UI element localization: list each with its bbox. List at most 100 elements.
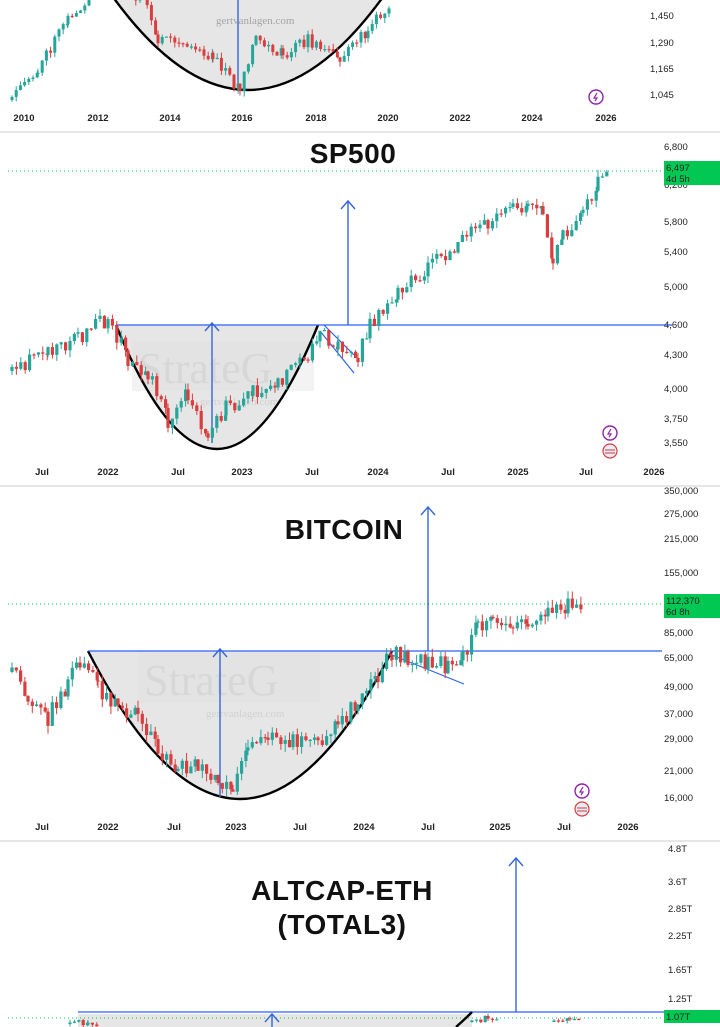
bitcoin-candle — [308, 739, 312, 741]
bitcoin-candle — [116, 698, 120, 706]
bitcoin-candle — [546, 607, 550, 617]
total3-candle — [479, 1019, 483, 1023]
top-candle — [185, 43, 189, 47]
bitcoin-candle — [566, 598, 570, 614]
sp500-candle — [515, 203, 519, 209]
sp500-candle — [331, 345, 335, 347]
top-x-tick-label: 2026 — [595, 113, 616, 124]
bitcoin-x-tick-label: 2022 — [97, 822, 118, 833]
bitcoin-candle — [504, 623, 508, 626]
bitcoin-candle — [329, 734, 333, 737]
bitcoin-candle — [415, 662, 419, 664]
chart-total3-svg: ALTCAP-ETH(TOTAL3) 4.8T 3.6T 2.85T 2.25T 1.65… — [8, 844, 720, 1027]
bitcoin-candle — [75, 662, 79, 668]
bitcoin-candle — [113, 698, 117, 707]
top-candle — [232, 74, 236, 89]
total3-y-tick-label: 3.6T — [668, 877, 687, 888]
top-candle — [74, 13, 78, 17]
top-candle — [219, 57, 223, 71]
top-candle — [202, 49, 206, 56]
bitcoin-y-tick-label: 37,000 — [664, 709, 693, 720]
bitcoin-candle — [312, 737, 317, 740]
top-candle — [262, 40, 266, 47]
bitcoin-candle — [196, 759, 200, 771]
top-candle — [302, 39, 306, 48]
top-candle — [154, 20, 158, 35]
total3-candle — [577, 1019, 581, 1021]
bitcoin-candle — [66, 679, 70, 697]
sp500-candle — [508, 206, 512, 209]
bitcoin-y-tick-label: 215,000 — [664, 534, 698, 545]
top-x-tick-label: 2010 — [13, 113, 34, 124]
top-candle — [319, 41, 323, 49]
sp500-candle — [294, 363, 298, 365]
top-candle — [285, 55, 289, 58]
sp500-candle — [106, 319, 110, 329]
bitcoin-candle — [30, 701, 34, 706]
bitcoin-y-tick-label: 49,000 — [664, 682, 693, 693]
bitcoin-candle — [403, 651, 407, 663]
top-candle — [236, 83, 240, 89]
bitcoin-y-tick-label: 85,000 — [664, 628, 693, 639]
bitcoin-candle — [365, 690, 369, 694]
sp500-candle — [486, 220, 490, 229]
bitcoin-candle — [263, 737, 267, 739]
top-candle — [281, 48, 285, 56]
bitcoin-candle — [489, 616, 493, 621]
sp500-b-target-arrowhead — [340, 199, 356, 210]
top-candle — [134, 0, 138, 1]
bitcoin-candle — [410, 663, 414, 666]
sp500-candle — [289, 364, 293, 370]
bitcoin-last-price-badge — [664, 594, 720, 618]
bitcoin-candle — [270, 732, 274, 740]
bitcoin-candle — [133, 707, 137, 715]
bitcoin-candle — [515, 622, 519, 629]
sp500-candle — [469, 226, 473, 237]
top-y-tick-label: 1,290 — [650, 38, 674, 49]
sp500-candle — [422, 276, 426, 281]
bitcoin-candle — [325, 736, 329, 745]
top-candle — [331, 49, 335, 52]
top-candle — [228, 68, 232, 75]
bitcoin-candle — [304, 736, 308, 741]
sp500-candle — [520, 208, 524, 213]
bitcoin-candle — [543, 614, 547, 617]
sp500-candle — [204, 429, 208, 434]
bitcoin-lightning-icon — [574, 783, 590, 799]
sp500-candle — [139, 365, 143, 375]
top-candle — [379, 14, 383, 18]
bitcoin-candle — [136, 707, 140, 714]
sp500-candle — [555, 245, 559, 264]
bitcoin-candle — [376, 676, 380, 683]
sp500-candle — [386, 303, 390, 314]
bitcoin-candle — [485, 620, 489, 631]
top-candle — [198, 49, 202, 51]
bitcoin-candle — [443, 656, 447, 674]
sp500-candle — [340, 341, 344, 352]
top-candle — [370, 24, 374, 31]
sp500-y-tick-label: 6,800 — [664, 142, 688, 153]
sp500-cup-curve — [114, 324, 320, 450]
bitcoin-candle — [193, 759, 197, 767]
bitcoin-candle — [55, 702, 59, 708]
bitcoin-candle — [78, 662, 82, 668]
sp500-x-tick-label: 2026 — [643, 467, 664, 478]
bitcoin-y-tick-label: 29,000 — [664, 734, 693, 745]
sp500-candle — [535, 204, 539, 209]
sp500-flag-line — [319, 330, 355, 374]
sp500-candle — [276, 378, 280, 388]
bitcoin-candle — [349, 702, 353, 723]
bitcoin-candle — [333, 721, 337, 735]
bitcoin-candle — [275, 732, 279, 738]
sp500-candle — [195, 405, 199, 411]
sp500-candle — [233, 403, 237, 411]
sp500-candle — [456, 242, 460, 253]
sp500-x-tick-label: Jul — [579, 467, 593, 478]
sp500-candle — [306, 359, 310, 361]
bitcoin-candle — [295, 734, 299, 747]
sp500-candle — [310, 343, 314, 361]
bitcoin-candle — [406, 651, 410, 665]
top-candle — [242, 71, 246, 92]
top-candle — [14, 90, 18, 97]
bitcoin-y-tick-label: 350,000 — [664, 487, 698, 497]
